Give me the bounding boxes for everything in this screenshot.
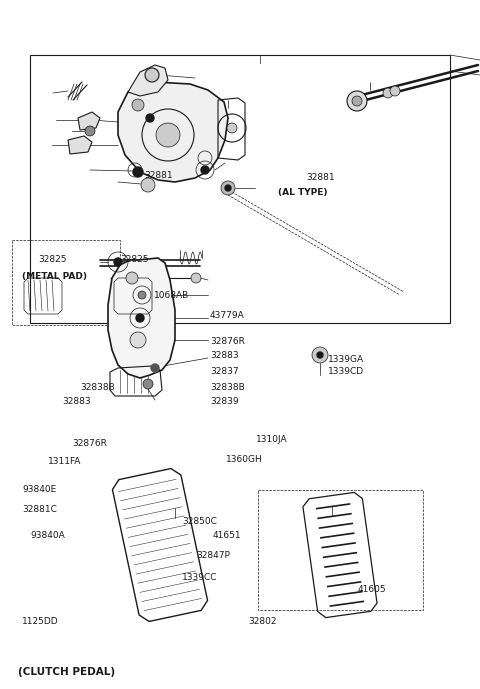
Text: 32802: 32802	[248, 617, 276, 626]
Circle shape	[225, 185, 231, 191]
Circle shape	[156, 123, 180, 147]
Text: 43779A: 43779A	[210, 311, 245, 320]
Circle shape	[138, 291, 146, 299]
Text: 1339CC: 1339CC	[182, 573, 217, 582]
Text: 1310JA: 1310JA	[256, 435, 288, 444]
Circle shape	[227, 123, 237, 133]
Circle shape	[85, 126, 95, 136]
Text: 32839: 32839	[210, 398, 239, 407]
Bar	[258, 490, 423, 610]
Text: 1339CD: 1339CD	[328, 367, 364, 376]
Text: 32876R: 32876R	[210, 336, 245, 345]
Text: 1311FA: 1311FA	[48, 457, 82, 466]
Text: 32881: 32881	[306, 174, 335, 183]
Bar	[12, 240, 120, 325]
Circle shape	[383, 88, 393, 98]
Bar	[30, 55, 450, 323]
Text: 32883: 32883	[62, 398, 91, 407]
Circle shape	[136, 314, 144, 322]
Polygon shape	[78, 112, 100, 130]
Text: 32825: 32825	[120, 256, 148, 265]
Text: 32881C: 32881C	[22, 506, 57, 515]
Text: 1125DD: 1125DD	[22, 617, 59, 626]
Circle shape	[317, 352, 323, 358]
Text: (AL TYPE): (AL TYPE)	[278, 187, 327, 196]
Circle shape	[130, 332, 146, 348]
Circle shape	[114, 258, 122, 266]
Text: 32850C: 32850C	[182, 517, 217, 526]
Text: 1068AB: 1068AB	[154, 291, 189, 300]
Circle shape	[133, 167, 143, 177]
Circle shape	[312, 347, 328, 363]
Text: 32847P: 32847P	[196, 551, 230, 560]
Text: 32825: 32825	[38, 256, 67, 265]
Polygon shape	[128, 65, 168, 96]
Text: 1339GA: 1339GA	[328, 356, 364, 364]
Polygon shape	[118, 82, 228, 182]
Polygon shape	[68, 136, 92, 154]
Polygon shape	[108, 258, 175, 378]
Circle shape	[390, 86, 400, 96]
Circle shape	[151, 364, 159, 372]
Text: 32883: 32883	[210, 351, 239, 360]
Text: 32838B: 32838B	[80, 384, 115, 393]
Circle shape	[221, 181, 235, 195]
Text: (METAL PAD): (METAL PAD)	[22, 271, 87, 280]
Text: 1360GH: 1360GH	[226, 455, 263, 464]
Text: 93840E: 93840E	[22, 486, 56, 495]
Text: 32876R: 32876R	[72, 438, 107, 447]
Text: 32838B: 32838B	[210, 384, 245, 393]
Text: 41605: 41605	[358, 586, 386, 595]
Text: 41651: 41651	[213, 531, 241, 539]
Circle shape	[191, 273, 201, 283]
Circle shape	[141, 178, 155, 192]
Text: 32837: 32837	[210, 367, 239, 376]
Circle shape	[126, 272, 138, 284]
Circle shape	[201, 166, 209, 174]
Circle shape	[143, 379, 153, 389]
Circle shape	[352, 96, 362, 106]
Text: 32881: 32881	[144, 172, 173, 181]
Circle shape	[347, 91, 367, 111]
Circle shape	[146, 114, 154, 122]
Circle shape	[132, 99, 144, 111]
Circle shape	[145, 68, 159, 82]
Text: 93840A: 93840A	[30, 531, 65, 539]
Text: (CLUTCH PEDAL): (CLUTCH PEDAL)	[18, 667, 115, 677]
